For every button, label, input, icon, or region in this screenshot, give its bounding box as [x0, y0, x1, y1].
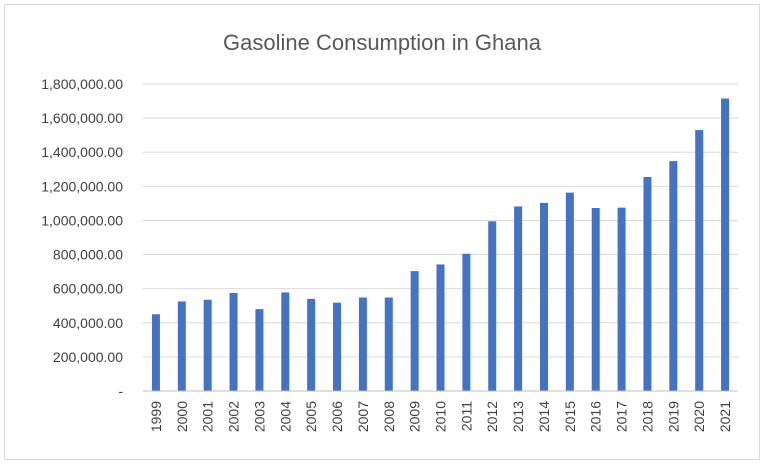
bar-1999 [151, 314, 160, 391]
bar-2014 [539, 202, 548, 391]
bar-2002 [229, 292, 238, 391]
bar-2012 [488, 221, 497, 391]
bar-2013 [514, 206, 523, 391]
x-tick-label: 2001 [200, 401, 216, 432]
chart-title: Gasoline Consumption in Ghana [223, 30, 542, 55]
x-tick-label: 2020 [691, 401, 707, 432]
bar-2019 [669, 161, 678, 391]
x-tick-label: 2008 [381, 401, 397, 432]
x-tick-label: 2014 [536, 401, 552, 432]
y-tick-label: 1,200,000.00 [41, 178, 123, 194]
x-tick-label: 2018 [639, 401, 655, 432]
x-tick-label: 2015 [562, 401, 578, 432]
bar-2015 [565, 192, 574, 391]
x-tick-label: 2016 [588, 401, 604, 432]
x-tick-label: 2010 [433, 401, 449, 432]
y-tick-label: 400,000.00 [53, 315, 123, 331]
bar-2008 [384, 297, 393, 391]
bar-2017 [617, 207, 626, 391]
y-tick-label: 1,000,000.00 [41, 212, 123, 228]
x-tick-label: 2003 [251, 401, 267, 432]
y-axis-tick-labels: - 200,000.00 400,000.00 600,000.00 800,000.0… [41, 76, 123, 399]
bar-2007 [358, 297, 367, 391]
bar-2016 [591, 207, 600, 391]
x-tick-label: 2019 [665, 401, 681, 432]
x-tick-label: 2005 [303, 401, 319, 432]
x-tick-label: 2006 [329, 401, 345, 432]
y-tick-label: 1,800,000.00 [41, 76, 123, 92]
bar-2020 [695, 130, 704, 392]
x-tick-label: 2011 [458, 401, 474, 431]
bar-2005 [307, 298, 316, 391]
x-tick-label: 2012 [484, 401, 500, 432]
bar-2018 [643, 176, 652, 391]
y-tick-label: - [118, 383, 123, 399]
x-tick-label: 1999 [148, 401, 164, 432]
bar-2001 [203, 299, 212, 391]
y-tick-label: 1,400,000.00 [41, 144, 123, 160]
bar-2004 [281, 292, 290, 391]
x-tick-label: 2007 [355, 401, 371, 432]
x-tick-label: 2000 [174, 401, 190, 432]
bar-2000 [177, 301, 186, 391]
x-tick-label: 2009 [407, 401, 423, 432]
bar-2021 [721, 98, 730, 391]
bars [151, 98, 730, 392]
x-tick-label: 2021 [717, 401, 733, 432]
chart-frame [4, 4, 760, 460]
y-tick-label: 600,000.00 [53, 281, 123, 297]
bar-2009 [410, 271, 419, 391]
x-tick-label: 2002 [226, 401, 242, 432]
x-tick-label: 2004 [277, 401, 293, 432]
bar-2003 [255, 309, 264, 391]
y-tick-label: 200,000.00 [53, 349, 123, 365]
x-tick-label: 2013 [510, 401, 526, 432]
x-tick-label: 2017 [614, 401, 630, 432]
bar-2010 [436, 264, 445, 391]
gridlines [143, 83, 738, 358]
bar-2006 [333, 302, 342, 391]
x-axis-tick-labels: 1999 2000 2001 2002 2003 2004 2005 2006 2007 2008… [148, 401, 733, 432]
bar-2011 [462, 253, 471, 391]
y-tick-label: 1,600,000.00 [41, 110, 123, 126]
y-tick-label: 800,000.00 [53, 247, 123, 263]
